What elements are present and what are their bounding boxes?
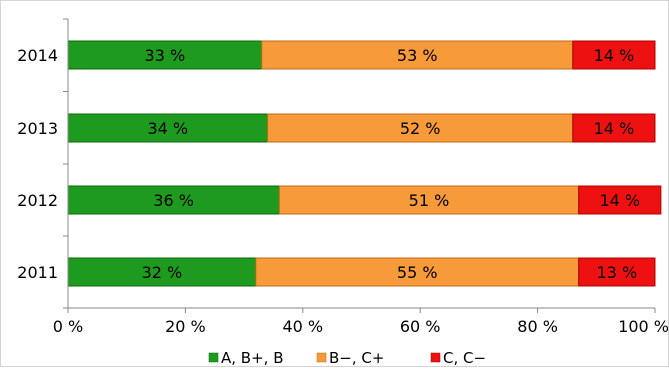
data-label-2011-series-2: 55 % bbox=[397, 263, 438, 282]
bar-segment-2013-series-3 bbox=[572, 113, 656, 143]
bar-segment-2011-series-3 bbox=[578, 257, 656, 287]
x-tick-label-80: 80 % bbox=[517, 317, 558, 336]
y-tick-label-2013: 2013 bbox=[17, 119, 58, 138]
x-tick-label-0: 0 % bbox=[53, 317, 83, 336]
x-tick-label-40: 40 % bbox=[282, 317, 323, 336]
y-tick-label-2012: 2012 bbox=[17, 191, 58, 210]
y-tick-label-2011: 2011 bbox=[17, 263, 58, 282]
bar-segment-2012-series-2 bbox=[278, 185, 580, 215]
legend-label-series-3: C, C− bbox=[443, 349, 486, 366]
bar-segment-2012-series-1 bbox=[67, 185, 280, 215]
legend-swatch-series-1 bbox=[208, 352, 219, 363]
data-label-2014-series-2: 53 % bbox=[397, 46, 438, 65]
bar-segment-2014-series-3 bbox=[572, 40, 656, 70]
data-label-2011-series-1: 32 % bbox=[142, 263, 183, 282]
data-label-2012-series-1: 36 % bbox=[153, 191, 194, 210]
data-label-2013-series-2: 52 % bbox=[400, 119, 441, 138]
bar-segment-2012-series-3 bbox=[578, 185, 662, 215]
x-tick-label-60: 60 % bbox=[400, 317, 441, 336]
x-tick-label-100: 100 % bbox=[618, 317, 668, 336]
data-label-2014-series-3: 14 % bbox=[594, 46, 635, 65]
legend-swatch-series-3 bbox=[430, 352, 441, 363]
data-label-2013-series-1: 34 % bbox=[147, 119, 188, 138]
data-label-2012-series-2: 51 % bbox=[409, 191, 450, 210]
data-label-2014-series-1: 33 % bbox=[145, 46, 186, 65]
legend-swatch-series-2 bbox=[316, 352, 327, 363]
bar-segment-2014-series-1 bbox=[67, 40, 263, 70]
legend-label-series-1: A, B+, B bbox=[221, 349, 283, 366]
x-tick-label-20: 20 % bbox=[165, 317, 206, 336]
data-label-2011-series-3: 13 % bbox=[597, 263, 638, 282]
data-label-2012-series-3: 14 % bbox=[599, 191, 640, 210]
y-tick-label-2014: 2014 bbox=[17, 46, 58, 65]
bar-segment-2013-series-2 bbox=[267, 113, 574, 143]
bar-segment-2014-series-2 bbox=[261, 40, 574, 70]
legend-label-series-2: B−, C+ bbox=[329, 349, 384, 366]
bar-segment-2011-series-1 bbox=[67, 257, 257, 287]
data-label-2013-series-3: 14 % bbox=[594, 119, 635, 138]
